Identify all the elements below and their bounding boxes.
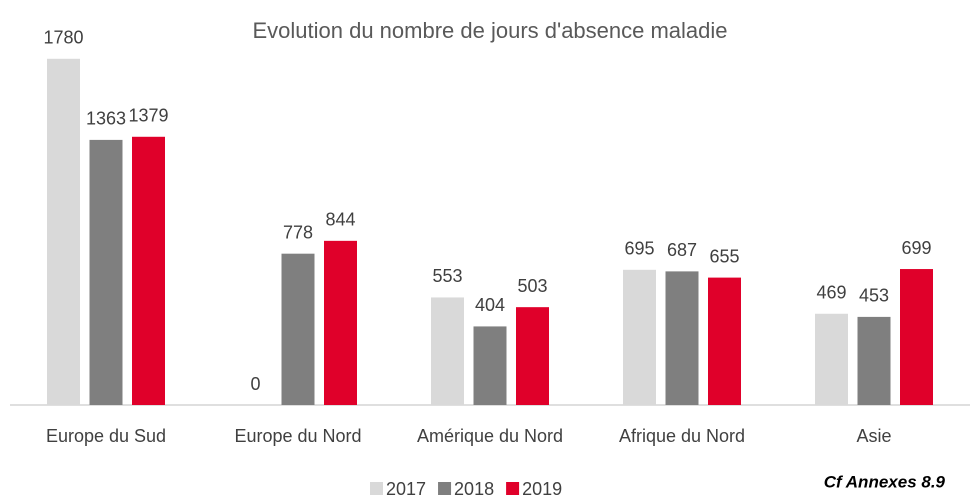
bar (281, 253, 315, 405)
legend-swatch (506, 482, 520, 495)
bar (132, 136, 165, 406)
data-label: 655 (709, 246, 739, 266)
x-tick-label: Europe du Nord (234, 426, 361, 446)
bar (516, 307, 549, 405)
data-label: 469 (816, 283, 846, 303)
data-label: 0 (250, 374, 260, 394)
data-label: 695 (624, 239, 654, 259)
legend-label: 2019 (522, 479, 562, 497)
bar (857, 316, 891, 405)
data-label: 1780 (43, 28, 83, 48)
annotation: Cf Annexes 8.9 (824, 472, 946, 491)
data-label: 687 (667, 240, 697, 260)
bar (473, 326, 507, 405)
data-label: 1379 (128, 106, 168, 126)
x-tick-label: Amérique du Nord (417, 426, 563, 446)
bar (708, 277, 741, 405)
legend-swatch (438, 482, 452, 495)
bar (431, 297, 464, 405)
x-tick-label: Afrique du Nord (619, 426, 745, 446)
legend-label: 2017 (386, 479, 426, 497)
data-label: 699 (901, 238, 931, 258)
bar (623, 269, 656, 405)
data-label: 553 (432, 266, 462, 286)
bar (89, 139, 123, 406)
bar (665, 271, 699, 405)
x-tick-label: Europe du Sud (46, 426, 166, 446)
bar (815, 313, 848, 405)
bar (324, 240, 357, 405)
data-label: 404 (475, 295, 505, 315)
data-label: 1363 (86, 109, 126, 129)
data-label: 503 (517, 276, 547, 296)
legend-swatch (370, 482, 383, 495)
data-label: 453 (859, 286, 889, 306)
data-label: 844 (325, 210, 355, 230)
data-label: 778 (283, 222, 313, 242)
bar (900, 269, 933, 405)
chart-title: Evolution du nombre de jours d'absence m… (252, 18, 727, 43)
x-tick-label: Asie (856, 426, 891, 446)
legend-label: 2018 (454, 479, 494, 497)
bar (47, 58, 80, 405)
